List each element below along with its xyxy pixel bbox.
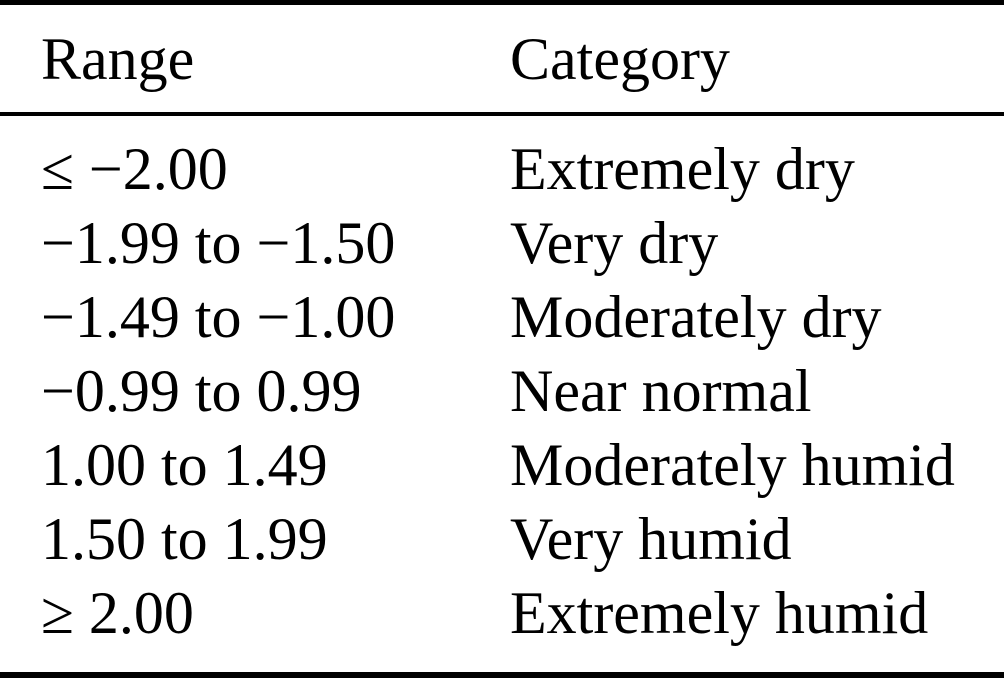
table-top-rule [0, 0, 1004, 5]
table-row: 1.50 to 1.99 Very humid [0, 502, 1004, 576]
category-cell: Very dry [510, 210, 719, 276]
table-header-row: Range Category [0, 5, 1004, 112]
table-row: 1.00 to 1.49 Moderately humid [0, 428, 1004, 502]
range-cell: ≤ −2.00 [41, 136, 228, 202]
category-cell: Near normal [510, 358, 812, 424]
range-cell: 1.00 to 1.49 [41, 432, 328, 498]
table-body: ≤ −2.00 Extremely dry −1.99 to −1.50 Ver… [0, 116, 1004, 672]
table-bottom-rule [0, 672, 1004, 678]
table-row: −0.99 to 0.99 Near normal [0, 354, 1004, 428]
category-cell: Very humid [510, 506, 792, 572]
column-header-category: Category [510, 25, 730, 92]
range-cell: ≥ 2.00 [41, 580, 194, 646]
category-cell: Moderately humid [510, 432, 955, 498]
range-cell: −1.99 to −1.50 [41, 210, 396, 276]
range-cell: 1.50 to 1.99 [41, 506, 328, 572]
category-cell: Extremely humid [510, 580, 929, 646]
table-row: −1.99 to −1.50 Very dry [0, 206, 1004, 280]
category-cell: Moderately dry [510, 284, 882, 350]
table-row: ≤ −2.00 Extremely dry [0, 132, 1004, 206]
table-mid-rule [0, 112, 1004, 116]
range-cell: −0.99 to 0.99 [41, 358, 362, 424]
range-cell: −1.49 to −1.00 [41, 284, 396, 350]
table-row: −1.49 to −1.00 Moderately dry [0, 280, 1004, 354]
column-header-range: Range [41, 25, 195, 92]
category-cell: Extremely dry [510, 136, 855, 202]
table-row: ≥ 2.00 Extremely humid [0, 576, 1004, 650]
